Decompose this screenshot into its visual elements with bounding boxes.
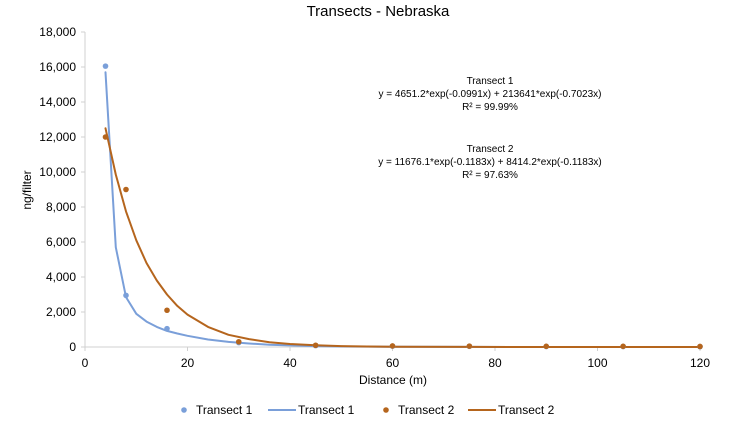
legend-marker <box>383 407 389 413</box>
series-line-2 <box>104 71 701 348</box>
legend: Transect 1 Transect 1 Transect 2 Transect 2 <box>181 403 555 417</box>
data-point <box>123 186 129 193</box>
annotations: Transect 1 y = 4651.2*exp(-0.0991x) + 213… <box>378 76 601 181</box>
data-point <box>389 343 396 349</box>
x-tick-label: 100 <box>587 356 607 370</box>
data-point <box>164 307 170 314</box>
annotation-line: y = 4651.2*exp(-0.0991x) + 213641*exp(-0… <box>379 89 602 100</box>
y-tick-label: 12,000 <box>39 130 76 144</box>
data-point <box>123 292 129 299</box>
y-tick-label: 6,000 <box>46 235 76 249</box>
legend-label: Transect 1 <box>298 403 355 417</box>
y-tick-label: 2,000 <box>46 305 76 319</box>
y-tick-label: 18,000 <box>39 25 76 39</box>
x-tick-label: 20 <box>181 356 195 370</box>
x-tick-label: 60 <box>386 356 400 370</box>
annotation-line: R² = 97.63% <box>462 170 518 181</box>
x-tick-label: 80 <box>488 356 502 370</box>
annotation-line: Transect 1 <box>467 76 514 87</box>
x-axis-label: Distance (m) <box>359 373 427 387</box>
data-point <box>620 343 626 350</box>
x-tick-label: 0 <box>82 356 89 370</box>
annotation-line: y = 11676.1*exp(-0.1183x) + 8414.2*exp(-… <box>378 157 601 168</box>
data-point <box>697 343 703 350</box>
data-point <box>164 325 170 332</box>
y-tick-label: 14,000 <box>39 95 76 109</box>
annotation-line: Transect 2 <box>467 144 514 155</box>
x-tick-label: 120 <box>690 356 710 370</box>
y-tick-label: 8,000 <box>46 200 76 214</box>
data-point <box>102 63 109 69</box>
y-axis-label: ng/filter <box>20 170 34 209</box>
data-point <box>466 343 473 349</box>
data-point <box>235 338 242 345</box>
annotation-line: R² = 99.99% <box>462 102 518 113</box>
data-point <box>102 134 109 140</box>
data-point <box>312 342 319 349</box>
data-point <box>543 343 550 350</box>
legend-label: Transect 1 <box>196 403 253 417</box>
y-tick-label: 0 <box>69 340 76 354</box>
chart-title: Transects - Nebraska <box>307 3 450 20</box>
legend-label: Transect 2 <box>498 403 555 417</box>
y-tick-label: 10,000 <box>39 165 76 179</box>
plot-area: 0 20 40 60 80 100 120 0 2,000 4,000 6,000 8,000 10,0… <box>39 25 710 370</box>
series-line-4 <box>104 127 701 348</box>
y-tick-label: 4,000 <box>46 270 76 284</box>
legend-label: Transect 2 <box>398 403 455 417</box>
y-tick-label: 16,000 <box>39 60 76 74</box>
x-tick-label: 40 <box>283 356 297 370</box>
legend-marker <box>181 407 187 413</box>
